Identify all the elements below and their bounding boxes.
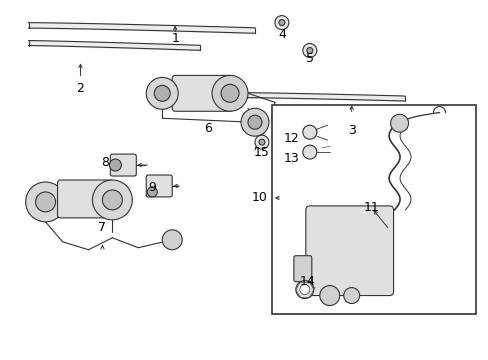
Text: 6: 6 bbox=[204, 122, 212, 135]
FancyBboxPatch shape bbox=[293, 256, 311, 282]
Circle shape bbox=[212, 75, 247, 111]
Circle shape bbox=[295, 280, 313, 298]
Text: 3: 3 bbox=[347, 124, 355, 137]
Text: 10: 10 bbox=[251, 192, 267, 204]
Text: 11: 11 bbox=[363, 201, 379, 215]
Circle shape bbox=[302, 125, 316, 139]
Circle shape bbox=[92, 180, 132, 220]
Circle shape bbox=[306, 48, 312, 54]
Circle shape bbox=[278, 20, 285, 26]
Text: 13: 13 bbox=[284, 152, 299, 165]
Circle shape bbox=[259, 139, 264, 145]
Text: 14: 14 bbox=[299, 275, 315, 288]
Text: 9: 9 bbox=[148, 181, 156, 194]
Bar bbox=[271, 105, 475, 315]
Circle shape bbox=[299, 285, 309, 294]
FancyBboxPatch shape bbox=[305, 206, 393, 296]
FancyBboxPatch shape bbox=[110, 154, 136, 176]
Circle shape bbox=[162, 230, 182, 250]
Circle shape bbox=[302, 44, 316, 58]
Text: 15: 15 bbox=[253, 145, 269, 159]
Circle shape bbox=[241, 108, 268, 136]
Text: 1: 1 bbox=[171, 32, 179, 45]
Circle shape bbox=[146, 77, 178, 109]
Circle shape bbox=[147, 187, 157, 197]
Circle shape bbox=[25, 182, 65, 222]
Circle shape bbox=[36, 192, 56, 212]
Circle shape bbox=[221, 84, 239, 102]
Circle shape bbox=[254, 135, 268, 149]
Text: 12: 12 bbox=[284, 132, 299, 145]
Circle shape bbox=[302, 145, 316, 159]
Circle shape bbox=[154, 85, 170, 101]
Text: 4: 4 bbox=[277, 28, 285, 41]
FancyBboxPatch shape bbox=[146, 175, 172, 197]
Circle shape bbox=[319, 285, 339, 306]
Text: 8: 8 bbox=[101, 156, 109, 168]
Circle shape bbox=[343, 288, 359, 303]
FancyBboxPatch shape bbox=[58, 180, 113, 218]
Text: 7: 7 bbox=[98, 221, 106, 234]
Circle shape bbox=[390, 114, 407, 132]
Circle shape bbox=[109, 159, 121, 171]
Circle shape bbox=[247, 115, 262, 129]
Circle shape bbox=[274, 15, 288, 30]
FancyBboxPatch shape bbox=[172, 75, 233, 111]
Circle shape bbox=[102, 190, 122, 210]
Text: 5: 5 bbox=[305, 52, 313, 65]
Text: 2: 2 bbox=[77, 82, 84, 95]
